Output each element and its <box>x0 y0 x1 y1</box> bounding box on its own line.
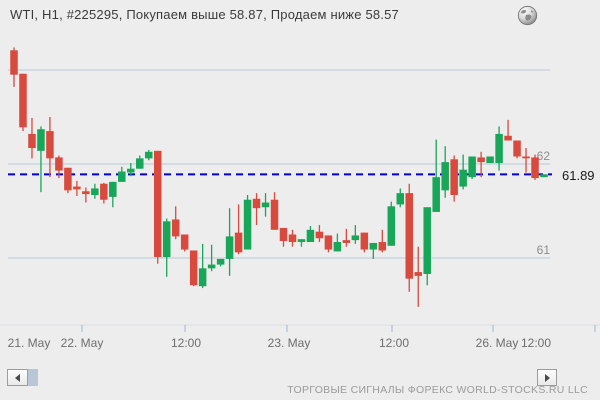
candle-body <box>522 156 530 159</box>
candle-body <box>118 171 126 182</box>
candle-body <box>378 242 387 251</box>
candle-body <box>531 157 539 179</box>
candle-body <box>495 133 503 164</box>
candle-body <box>198 268 207 287</box>
candle-body <box>423 207 431 274</box>
candle-body <box>19 73 27 128</box>
left-arrow-icon <box>15 373 20 382</box>
candle-body <box>171 219 180 237</box>
x-axis-label: 22. May <box>61 336 104 350</box>
candle-body <box>504 135 512 141</box>
x-axis-label: 12:00 <box>379 336 409 350</box>
candle-body <box>207 264 216 269</box>
candle-body <box>162 221 171 258</box>
candle-body <box>270 199 279 230</box>
candle-body <box>180 234 189 250</box>
candle-body <box>288 234 297 243</box>
candle-body <box>73 186 81 190</box>
y-axis-label: 61 <box>537 243 551 257</box>
candle-body <box>153 150 162 258</box>
candle-body <box>234 232 243 253</box>
candle-body <box>333 242 342 252</box>
candle-body <box>396 193 405 205</box>
candle-body <box>414 272 422 276</box>
candle-body <box>37 129 45 151</box>
candle-body <box>477 157 485 163</box>
candle-body <box>486 156 494 164</box>
candle-body <box>306 229 315 243</box>
candle-body <box>91 188 99 196</box>
scroll-left-button[interactable] <box>7 369 28 386</box>
candle-body <box>360 232 369 250</box>
candle-body <box>342 240 351 243</box>
current-price-label: 61.89 <box>562 168 595 183</box>
candle-body <box>64 167 72 191</box>
candle-body <box>189 250 198 286</box>
x-axis-label: 21. May <box>8 336 51 350</box>
footer-brand: ТОРГОВЫЕ СИГНАЛЫ ФОРЕКС WORLD-STOCKS.RU … <box>287 384 588 396</box>
candle-body <box>82 191 90 195</box>
candle-body <box>28 133 36 149</box>
candle-body <box>315 231 324 239</box>
chart-title: WTI, H1, #225295, Покупаем выше 58.87, П… <box>10 7 399 22</box>
candle-body <box>279 227 288 242</box>
candle-body <box>144 151 153 159</box>
scroll-right-button[interactable] <box>537 369 557 386</box>
candle-body <box>369 242 378 250</box>
right-arrow-icon <box>544 373 550 382</box>
x-axis-label: 12:00 <box>521 336 551 350</box>
candle-body <box>405 193 414 279</box>
candle-body <box>432 177 440 212</box>
candle-body <box>468 156 476 178</box>
candle-body <box>109 181 117 197</box>
scrollbar-thumb[interactable] <box>28 369 38 386</box>
candle-body <box>136 158 144 169</box>
candle-body <box>225 236 234 259</box>
candle-body <box>100 183 108 200</box>
x-axis-label: 23. May <box>268 336 311 350</box>
candle-body <box>46 131 54 159</box>
candle-body <box>324 235 333 250</box>
candle-body <box>55 157 63 171</box>
candle-body <box>127 168 135 173</box>
candle-body <box>243 199 252 250</box>
globe-icon[interactable] <box>517 5 538 26</box>
x-axis-label: 26. May <box>476 336 519 350</box>
candle-body <box>540 174 548 178</box>
candle-body <box>216 258 225 265</box>
candle-body <box>252 198 261 209</box>
candle-body <box>351 235 360 241</box>
candle-body <box>459 169 467 187</box>
candle-body <box>10 50 18 75</box>
candle-body <box>450 159 458 196</box>
candle-body <box>297 239 306 243</box>
candle-body <box>261 202 270 208</box>
y-axis-label: 62 <box>537 149 551 163</box>
candle-body <box>441 162 449 191</box>
candle-body <box>513 140 521 157</box>
x-axis-label: 12:00 <box>171 336 201 350</box>
candle-body <box>387 206 396 246</box>
